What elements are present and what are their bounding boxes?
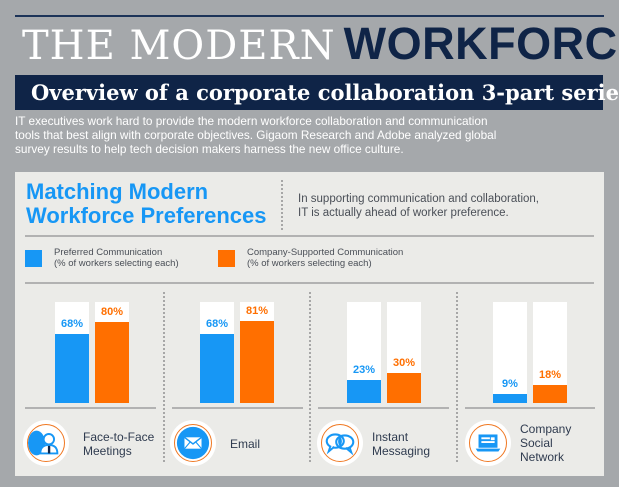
bar-supported-email: 81% xyxy=(240,302,274,403)
top-rule xyxy=(15,15,604,17)
bar-preferred-instant-messaging: 23% xyxy=(347,302,381,403)
bar-preferred-face-to-face: 68% xyxy=(55,302,89,403)
instant-messaging-badge xyxy=(317,420,363,466)
intro-paragraph: IT executives work hard to provide the m… xyxy=(15,114,575,156)
legend-item-supported: Company-Supported Communication (% of wo… xyxy=(218,247,403,269)
social-network-badge xyxy=(465,420,511,466)
section-title-line: Matching Modern xyxy=(26,179,209,204)
divider xyxy=(25,282,594,284)
column-separator xyxy=(456,292,458,462)
bar-value: 68% xyxy=(60,318,84,330)
category-label-face-to-face: Face-to-Face Meetings xyxy=(83,430,155,458)
email-badge xyxy=(170,420,216,466)
baseline xyxy=(318,407,449,409)
intro-line: survey results to help tech decision mak… xyxy=(15,142,404,156)
bar-value: 18% xyxy=(538,369,562,381)
category-label-instant-messaging: Instant Messaging xyxy=(372,430,431,458)
bar-preferred-email: 68% xyxy=(200,302,234,403)
page-title-bold: WORKFORCE xyxy=(343,18,619,69)
section-note-line: IT is actually ahead of worker preferenc… xyxy=(298,207,509,219)
baseline xyxy=(172,407,303,409)
legend-sublabel: (% of workers selecting each) xyxy=(54,258,179,269)
divider xyxy=(25,235,594,237)
baseline xyxy=(25,407,156,409)
legend-sublabel: (% of workers selecting each) xyxy=(247,258,372,269)
chart-panel: Matching Modern Workforce Preferences In… xyxy=(15,172,604,476)
baseline xyxy=(465,407,595,409)
bar-value: 81% xyxy=(245,305,269,317)
bar-value: 68% xyxy=(205,318,229,330)
section-note-line: In supporting communication and collabor… xyxy=(298,193,540,205)
envelope-icon xyxy=(176,426,210,460)
column-separator xyxy=(309,292,311,462)
section-title: Matching Modern Workforce Preferences xyxy=(26,180,267,228)
intro-line: IT executives work hard to provide the m… xyxy=(15,114,488,128)
intro-line: tools that best align with corporate obj… xyxy=(15,128,497,142)
chat-bubbles-icon xyxy=(325,433,355,456)
bar-value: 30% xyxy=(392,357,416,369)
bar-value: 9% xyxy=(502,378,518,390)
legend-label: Company-Supported Communication xyxy=(247,247,404,258)
section-note: In supporting communication and collabor… xyxy=(298,192,588,220)
category-label-social-network: Company Social Network xyxy=(520,422,572,464)
face-to-face-badge xyxy=(23,420,69,466)
bar-value: 80% xyxy=(100,306,124,318)
bar-supported-face-to-face: 80% xyxy=(95,302,129,403)
bar-preferred-social-network: 9% xyxy=(493,302,527,403)
laptop-icon xyxy=(475,434,501,452)
legend-swatch-blue xyxy=(25,250,42,267)
bar-value: 23% xyxy=(352,364,376,376)
legend-label: Preferred Communication xyxy=(54,247,163,258)
people-icon xyxy=(28,430,59,456)
subtitle-banner: Overview of a corporate collaboration 3-… xyxy=(15,75,619,110)
legend-swatch-orange xyxy=(218,250,235,267)
category-label-email: Email xyxy=(230,437,261,451)
legend-item-preferred: Preferred Communication (% of workers se… xyxy=(25,247,179,269)
page-title-light: THE MODERN xyxy=(22,23,336,69)
page-title: THE MODERN WORKFORCE xyxy=(22,21,619,69)
column-separator xyxy=(163,292,165,462)
bar-supported-social-network: 18% xyxy=(533,302,567,403)
bar-supported-instant-messaging: 30% xyxy=(387,302,421,403)
section-title-line: Workforce Preferences xyxy=(26,203,267,228)
title-separator xyxy=(281,180,283,230)
